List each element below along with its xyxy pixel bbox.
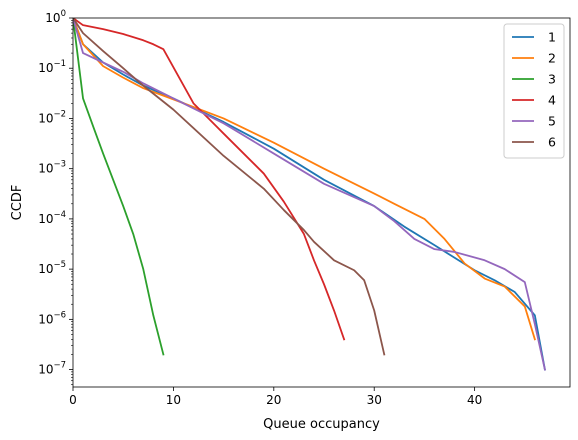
series-line-5 [73, 18, 546, 371]
series-line-4 [73, 18, 346, 341]
legend-label-4: 4 [548, 93, 556, 108]
y-tick-label: 100 [45, 9, 66, 25]
y-tick-label: 10−4 [38, 210, 66, 226]
legend-label-2: 2 [548, 51, 556, 66]
series-line-1 [73, 18, 546, 371]
y-tick-label: 10−3 [38, 160, 66, 176]
axes-frame [72, 17, 571, 388]
y-tick-label: 10−6 [38, 310, 66, 326]
y-tick-label: 10−5 [38, 260, 66, 276]
y-axis-label: CCDF [10, 185, 25, 221]
x-axis-label: Queue occupancy [263, 417, 380, 432]
legend: 1 2 3 4 5 6 [503, 23, 565, 159]
y-tick-label: 10−7 [38, 361, 66, 377]
series-line-3 [73, 18, 165, 356]
legend-label-5: 5 [548, 114, 556, 129]
legend-label-3: 3 [548, 72, 556, 87]
y-axis-ticks: 10−7 10−6 10−5 10−4 10−3 10−2 10−1 100 [38, 9, 73, 386]
legend-label-1: 1 [548, 30, 556, 45]
series-line-2 [73, 18, 536, 341]
x-tick-label: 20 [266, 393, 281, 407]
x-tick-label: 40 [467, 393, 482, 407]
x-tick-label: 10 [166, 393, 181, 407]
series-layer [73, 18, 546, 371]
x-tick-label: 0 [69, 393, 77, 407]
x-axis-ticks: 0 10 20 30 40 [69, 387, 482, 407]
legend-label-6: 6 [548, 135, 556, 150]
x-tick-label: 30 [367, 393, 382, 407]
y-tick-label: 10−1 [38, 59, 66, 75]
y-tick-label: 10−2 [38, 109, 66, 125]
series-line-6 [73, 18, 386, 356]
